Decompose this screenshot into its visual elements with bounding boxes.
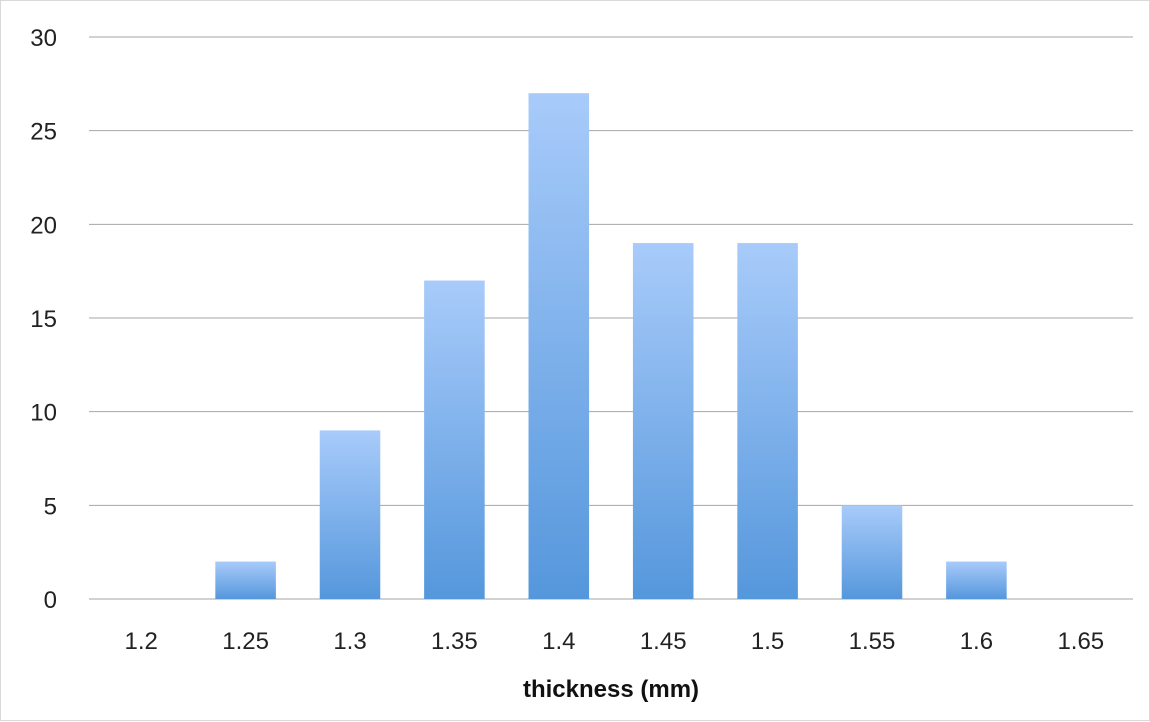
bar-1.45 <box>632 243 694 600</box>
x-tick-label: 1.55 <box>849 628 896 655</box>
bar-1.3 <box>319 430 381 599</box>
x-tick-label: 1.25 <box>222 628 269 655</box>
x-tick-label: 1.45 <box>640 628 687 655</box>
bar-1.4 <box>528 93 590 599</box>
y-tick-label: 25 <box>30 119 57 146</box>
y-axis-ticks: 0 5 10 15 20 25 30 <box>30 25 57 614</box>
y-tick-label: 10 <box>30 400 57 427</box>
bar-1.6 <box>946 561 1007 599</box>
x-tick-label: 1.3 <box>333 628 366 655</box>
x-tick-label: 1.35 <box>431 628 478 655</box>
bar-1.35 <box>424 280 485 599</box>
x-axis-ticks: 1.2 1.25 1.3 1.35 1.4 1.45 1.5 1.55 1.6 1.65 <box>125 628 1105 655</box>
x-tick-label: 1.5 <box>751 628 784 655</box>
bar-1.25 <box>215 561 276 599</box>
x-tick-label: 1.2 <box>125 628 158 655</box>
bars <box>215 93 1007 600</box>
bar-1.5 <box>737 243 798 600</box>
y-tick-label: 20 <box>30 212 57 239</box>
x-tick-label: 1.65 <box>1057 628 1104 655</box>
y-tick-label: 30 <box>30 25 57 52</box>
y-tick-label: 0 <box>44 587 57 614</box>
x-axis-label: thickness (mm) <box>523 676 699 703</box>
x-tick-label: 1.4 <box>542 628 575 655</box>
y-tick-label: 15 <box>30 306 57 333</box>
x-tick-label: 1.6 <box>960 628 993 655</box>
bar-1.55 <box>841 505 903 599</box>
y-tick-label: 5 <box>44 493 57 520</box>
gridlines <box>89 36 1133 600</box>
